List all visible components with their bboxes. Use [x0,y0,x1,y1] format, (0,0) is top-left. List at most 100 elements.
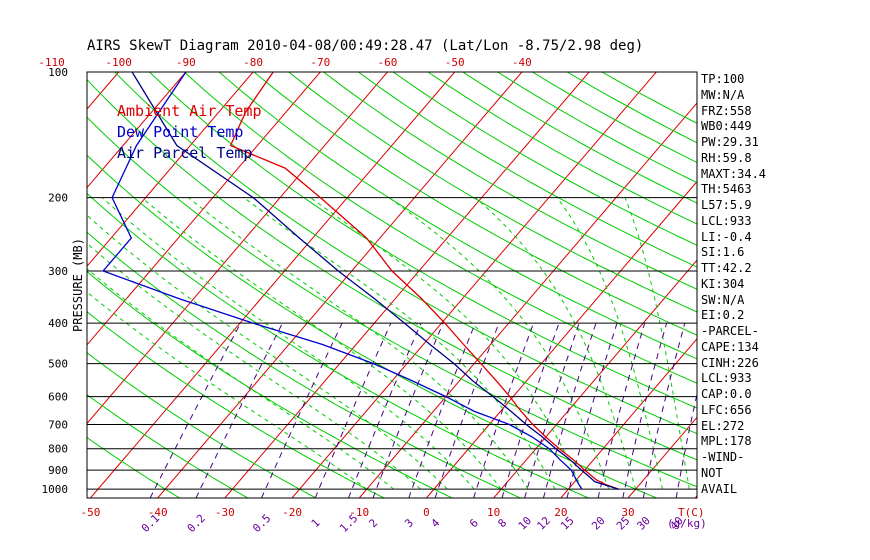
moist-adiabat-line [87,242,421,490]
adiabat-grid [87,72,697,498]
index-item: EI:0.2 [701,308,745,323]
index-item: MAXT:34.4 [701,166,767,181]
mixing-ratio-label: 3 [402,516,416,530]
mixing-ratio-unit: (g/kg) [667,517,707,530]
mixing-ratio-line [622,323,668,498]
moist-adiabat-line [141,197,502,490]
profile-ambient-air-temp [229,72,620,490]
index-item: NOT [701,465,723,480]
index-item: TP:100 [701,72,745,86]
mixing-ratio-label: 6 [467,516,481,530]
index-item: LCL:933 [701,213,752,228]
mixing-ratio-line [348,322,422,498]
pressure-tick-label: 400 [48,317,68,330]
isotherm-line [87,72,187,189]
pressure-tick-label: 200 [48,192,68,205]
profile-dew-point-temp [101,72,583,490]
dry-adiabat-line [87,154,657,498]
index-item: LFC:656 [701,402,752,417]
index-item: EL:272 [701,418,745,433]
moist-adiabat-line [188,197,529,490]
dry-adiabat-line [253,72,697,336]
isotherm-line [627,416,697,498]
mixing-ratio-label: 20 [589,514,608,533]
bottom-temp-tick-label: 20 [554,506,567,519]
dry-adiabat-line [462,72,697,204]
dry-adiabat-line [87,116,697,488]
mixing-ratio-line [597,323,646,498]
moist-adiabat-line [310,197,583,490]
moist-adiabat-line [388,197,610,490]
stability-indices-list: TP:100 MW:N/A FRZ:558 WB0:449 PW:29.31 RH:59.… [701,72,766,497]
index-item: LI:-0.4 [701,229,752,244]
mixing-ratio-line [566,323,618,498]
dry-adiabat-line [358,72,697,268]
index-item: PW:29.31 [701,135,759,149]
mixing-ratio-line [524,323,580,498]
sounding-profiles [101,72,620,490]
index-item: KI:304 [701,276,745,291]
mixing-ratio-label: 30 [634,514,653,533]
dry-adiabat-line [87,352,317,498]
top-temp-tick-label: -40 [512,56,532,69]
top-temp-tick-label: -100 [105,56,132,69]
top-temp-tick-label: -80 [243,56,263,69]
isotherm-line [291,72,657,498]
isotherm-line [87,72,388,425]
mixing-ratio-line [408,323,476,498]
profile-air-parcel-temp [131,72,619,490]
index-item: CAPE:134 [701,339,759,354]
index-item: TH:5463 [701,182,752,197]
pressure-tick-label: 600 [48,391,68,404]
plot-frame [86,71,698,499]
dry-adiabat-line [149,72,697,409]
mixing-ratio-label: 4 [429,516,443,530]
index-item: AVAIL [701,481,738,496]
top-temp-tick-label: -60 [378,56,398,69]
bottom-temp-tick-label: -10 [349,506,369,519]
dry-adiabat-line [87,78,697,461]
top-temp-tick-label: -110 [38,56,65,69]
mixing-ratio-line [261,322,343,498]
moist-adiabat-line [87,214,448,490]
mixing-ratio-line [501,323,560,498]
axis-labels: 0.1 0.2 0.5 1 1.5 2 3 4 6 8 10 12 15 20 25 30 40(g/kg)10… [38,56,707,535]
mixing-ratio-label: 0.5 [250,512,273,535]
isotherm-line [426,180,697,498]
mixing-ratio-line [642,323,686,498]
moist-adiabat-line [624,197,690,490]
dry-adiabat-line [87,394,249,498]
legend-entry: Ambient Air Temp [117,102,262,120]
index-item: MW:N/A [701,87,745,102]
dry-adiabat-line [323,72,697,290]
bottom-temp-tick-label: 10 [487,506,500,519]
top-temp-tick-label: -90 [176,56,196,69]
index-item: LCL:933 [701,371,752,386]
moist-adiabat-line [243,197,556,490]
mixing-ratio-line [542,323,597,498]
index-item: MPL:178 [701,434,752,449]
bottom-temp-tick-label: -50 [81,506,101,519]
index-item: FRZ:558 [701,103,752,118]
index-item: RH:59.8 [701,150,752,165]
chart-title: AIRS SkewT Diagram 2010-04-08/00:49:28.4… [87,38,643,54]
pressure-tick-label: 500 [48,358,68,371]
bottom-temp-tick-label: -20 [282,506,302,519]
mixing-ratio-line [675,391,697,498]
isotherm-line [90,72,456,498]
isotherm-line [157,72,523,498]
dry-adiabat-line [87,271,453,498]
dry-adiabat-line [183,72,697,384]
legend-entry: Air Parcel Temp [117,144,252,162]
dry-adiabat-line [87,311,385,498]
dry-adiabat-line [218,72,697,360]
isotherm-line [87,72,254,268]
mixing-ratio-label: 10 [516,514,535,533]
mixing-ratio-label: 1 [309,516,323,530]
index-item: L57:5.9 [701,198,752,212]
bottom-temp-tick-label: 0 [423,506,430,519]
index-item: SW:N/A [701,292,745,307]
isotherm-line [493,259,697,498]
index-item: -PARCEL- [701,324,759,338]
